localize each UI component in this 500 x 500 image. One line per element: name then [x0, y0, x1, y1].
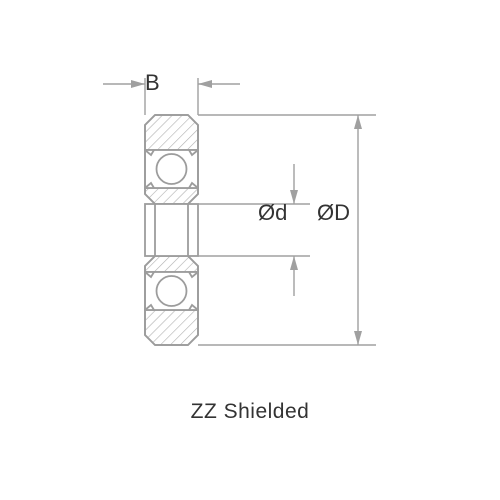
caption-text: ZZ Shielded: [0, 400, 500, 424]
bearing-cross-section-svg: [0, 0, 500, 500]
dimension-label-width-B: B: [145, 70, 160, 96]
dimension-label-bore-d: Ød: [258, 200, 287, 226]
diagram-stage: B Ød ØD ZZ Shielded: [0, 0, 500, 500]
dimension-label-outer-D: ØD: [317, 200, 350, 226]
